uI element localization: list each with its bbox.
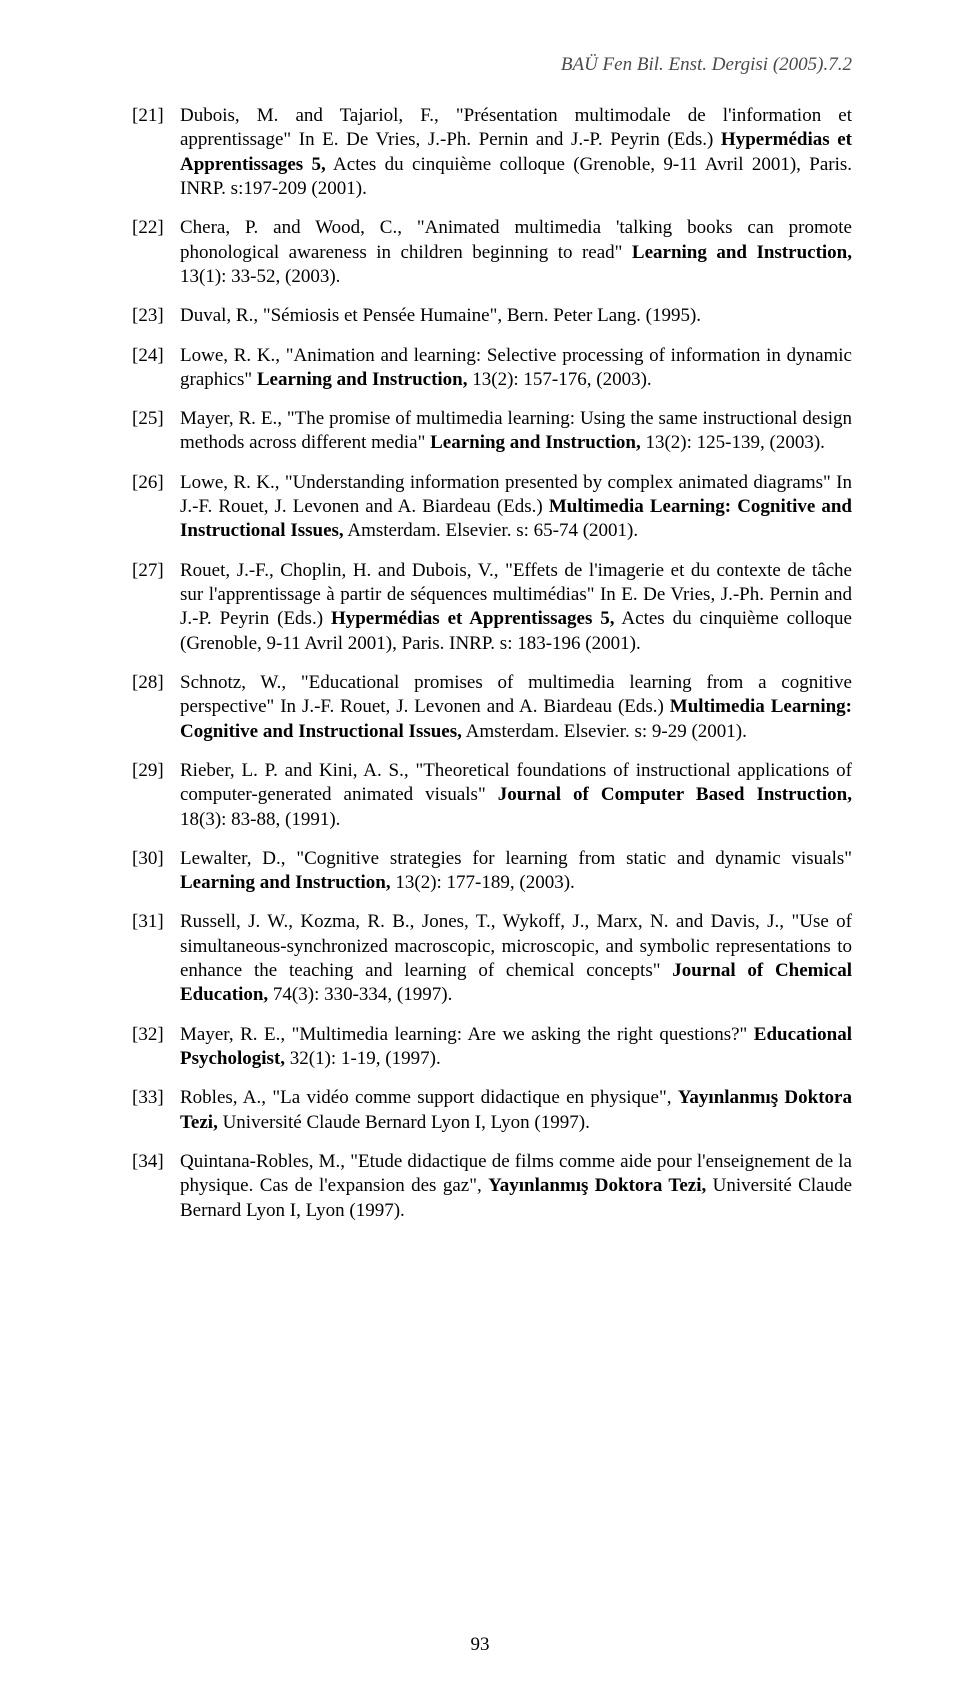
reference-number: [26] xyxy=(132,471,180,544)
reference-item: [32]Mayer, R. E., "Multimedia learning: … xyxy=(132,1023,852,1072)
reference-number: [30] xyxy=(132,847,180,896)
reference-item: [30]Lewalter, D., "Cognitive strategies … xyxy=(132,847,852,896)
reference-item: [25]Mayer, R. E., "The promise of multim… xyxy=(132,407,852,456)
reference-item: [31]Russell, J. W., Kozma, R. B., Jones,… xyxy=(132,910,852,1007)
reference-text: Duval, R., "Sémiosis et Pensée Humaine",… xyxy=(180,304,852,328)
reference-number: [22] xyxy=(132,216,180,289)
reference-text: Mayer, R. E., "The promise of multimedia… xyxy=(180,407,852,456)
page-number: 93 xyxy=(0,1634,960,1656)
reference-number: [24] xyxy=(132,344,180,393)
reference-number: [25] xyxy=(132,407,180,456)
reference-text: Lewalter, D., "Cognitive strategies for … xyxy=(180,847,852,896)
reference-text: Mayer, R. E., "Multimedia learning: Are … xyxy=(180,1023,852,1072)
reference-text: Quintana-Robles, M., "Etude didactique d… xyxy=(180,1150,852,1223)
reference-item: [22]Chera, P. and Wood, C., "Animated mu… xyxy=(132,216,852,289)
reference-item: [26]Lowe, R. K., "Understanding informat… xyxy=(132,471,852,544)
reference-number: [27] xyxy=(132,559,180,656)
reference-item: [28]Schnotz, W., "Educational promises o… xyxy=(132,671,852,744)
reference-text: Lowe, R. K., "Understanding information … xyxy=(180,471,852,544)
reference-number: [34] xyxy=(132,1150,180,1223)
reference-number: [21] xyxy=(132,104,180,201)
running-head: BAÜ Fen Bil. Enst. Dergisi (2005).7.2 xyxy=(132,54,852,76)
reference-number: [33] xyxy=(132,1086,180,1135)
reference-item: [33]Robles, A., "La vidéo comme support … xyxy=(132,1086,852,1135)
reference-text: Robles, A., "La vidéo comme support dida… xyxy=(180,1086,852,1135)
reference-item: [34]Quintana-Robles, M., "Etude didactiq… xyxy=(132,1150,852,1223)
reference-text: Lowe, R. K., "Animation and learning: Se… xyxy=(180,344,852,393)
reference-item: [29]Rieber, L. P. and Kini, A. S., "Theo… xyxy=(132,759,852,832)
page: BAÜ Fen Bil. Enst. Dergisi (2005).7.2 [2… xyxy=(0,0,960,1690)
reference-text: Chera, P. and Wood, C., "Animated multim… xyxy=(180,216,852,289)
reference-item: [23]Duval, R., "Sémiosis et Pensée Humai… xyxy=(132,304,852,328)
reference-item: [21]Dubois, M. and Tajariol, F., "Présen… xyxy=(132,104,852,201)
reference-text: Russell, J. W., Kozma, R. B., Jones, T.,… xyxy=(180,910,852,1007)
reference-number: [32] xyxy=(132,1023,180,1072)
reference-number: [31] xyxy=(132,910,180,1007)
reference-text: Dubois, M. and Tajariol, F., "Présentati… xyxy=(180,104,852,201)
reference-text: Rieber, L. P. and Kini, A. S., "Theoreti… xyxy=(180,759,852,832)
references-list: [21]Dubois, M. and Tajariol, F., "Présen… xyxy=(132,104,852,1223)
reference-text: Schnotz, W., "Educational promises of mu… xyxy=(180,671,852,744)
reference-item: [27]Rouet, J.-F., Choplin, H. and Dubois… xyxy=(132,559,852,656)
reference-number: [23] xyxy=(132,304,180,328)
reference-number: [28] xyxy=(132,671,180,744)
reference-item: [24]Lowe, R. K., "Animation and learning… xyxy=(132,344,852,393)
reference-number: [29] xyxy=(132,759,180,832)
reference-text: Rouet, J.-F., Choplin, H. and Dubois, V.… xyxy=(180,559,852,656)
